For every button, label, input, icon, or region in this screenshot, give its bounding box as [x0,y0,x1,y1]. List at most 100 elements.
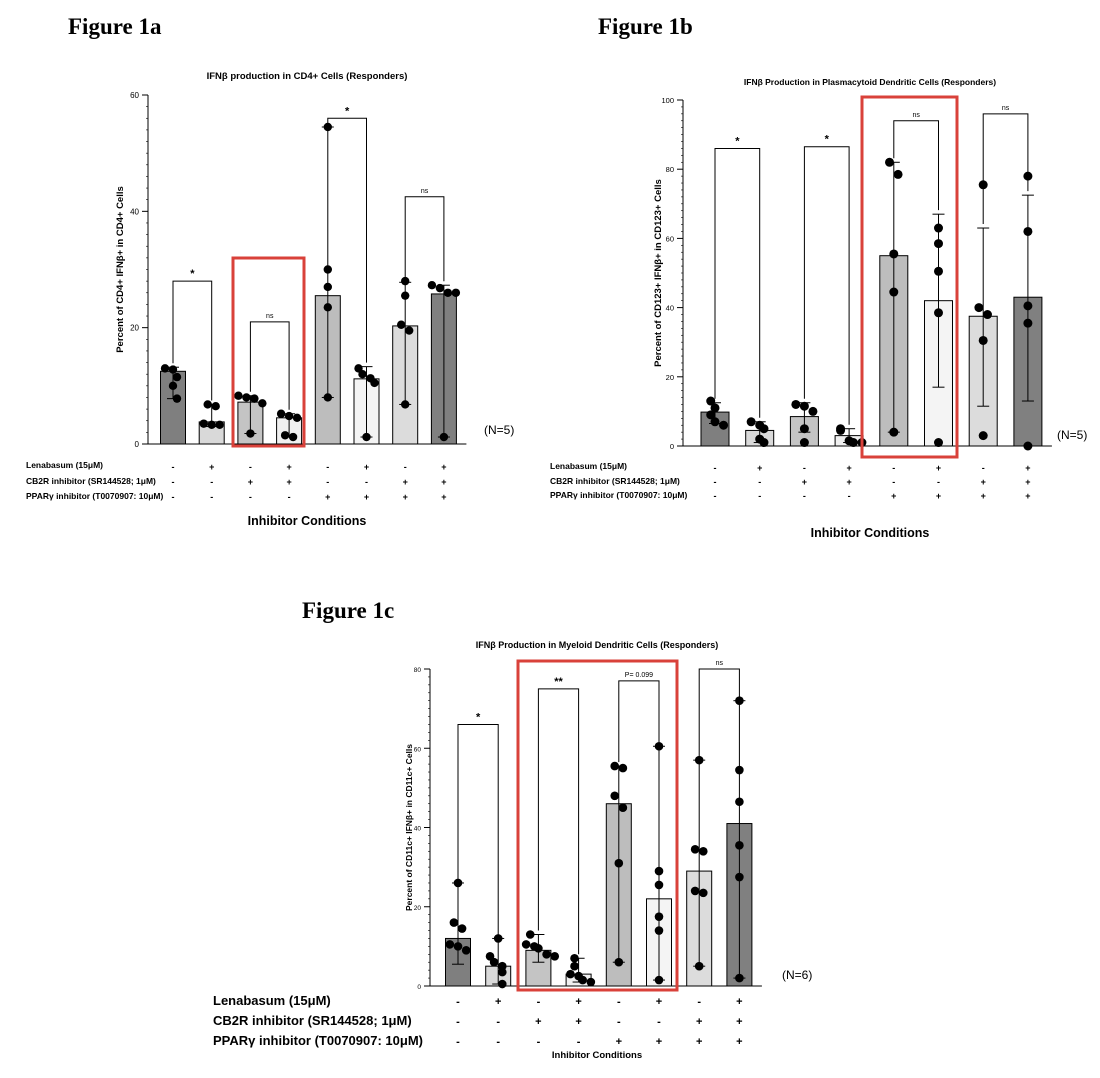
data-point [934,266,943,276]
data-point [654,926,664,935]
data-point [710,403,720,413]
highlight-box [516,659,679,992]
data-point [521,940,531,949]
condition-sign: - [982,463,985,473]
data-point [885,157,895,167]
data-point [654,880,664,890]
chart-title: IFNβ Production in Myeloid Dendritic Cel… [476,640,719,650]
data-point [759,424,769,434]
significance-label: * [345,105,350,117]
condition-sign: + [575,996,581,1008]
condition-row-label: CB2R inhibitor (SR144528; 1μM) [213,1013,412,1028]
significance-bracket [893,120,939,211]
data-point [401,291,410,300]
data-point [435,283,445,293]
data-point [799,401,809,411]
condition-sign: + [936,463,941,473]
significance-label: * [735,135,740,147]
data-point [172,372,182,382]
data-point [578,975,587,985]
condition-sign: - [892,463,895,473]
condition-sign: + [535,1016,541,1028]
y-tick-label: 60 [414,746,422,753]
data-point [451,288,461,297]
data-point [974,303,984,313]
significance-bracket [537,688,580,955]
figure-1c-title: Figure 1c [302,598,395,623]
data-point [449,918,459,927]
condition-sign: - [496,1036,500,1048]
data-point [323,282,332,292]
data-point [453,878,463,888]
y-tick-label: 60 [130,91,139,100]
data-point [799,438,809,448]
condition-sign: - [714,463,717,473]
condition-sign: + [757,463,762,473]
condition-sign: + [364,492,369,502]
y-tick-label: 20 [666,373,674,382]
data-point [497,967,507,977]
condition-sign: - [892,477,895,487]
data-point [694,755,704,765]
condition-sign: + [441,492,446,502]
condition-sign: - [617,1016,621,1028]
data-point [1023,226,1033,236]
condition-sign: + [441,462,446,472]
data-point [168,365,178,374]
data-point [280,431,290,440]
condition-sign: + [1025,491,1030,501]
data-point [203,400,212,409]
data-point [570,953,579,963]
data-point [362,432,371,442]
condition-row-label: CB2R inhibitor (SR144528; 1μM) [550,476,680,486]
condition-sign: - [937,477,940,487]
data-point [397,320,406,329]
condition-sign: + [286,477,291,487]
significance-bracket [698,668,740,757]
data-point [168,381,178,391]
condition-sign: - [577,1036,581,1048]
data-point [401,400,410,409]
y-tick-label: 20 [130,324,139,333]
data-point [735,841,744,850]
significance-label: ns [421,188,429,195]
condition-sign: - [803,463,806,473]
data-point [614,858,624,868]
data-point [288,432,298,442]
data-point [618,763,628,773]
y-axis-label: Percent of CD11c+ IFNβ+ in CD11c+ Cells [404,744,414,911]
data-point [791,399,801,409]
significance-bracket [404,196,445,282]
significance-bracket [327,117,367,363]
data-point [404,326,414,335]
data-point [276,409,286,418]
data-point [292,413,302,423]
data-point [654,741,664,751]
significance-label: * [476,711,481,723]
data-point [1023,441,1033,451]
data-point [934,239,943,249]
data-point [453,942,463,951]
condition-row-label: Lenabasum (15μM) [550,461,627,471]
condition-sign: + [696,1016,702,1028]
condition-sign: - [803,491,806,501]
data-point [610,791,620,801]
condition-sign: + [846,463,851,473]
significance-bracket [803,146,850,425]
significance-label: ns [912,112,920,119]
condition-sign: - [456,1016,460,1028]
y-axis-label: Percent of CD4+ IFNβ+ in CD4+ Cells [115,186,126,353]
data-point [323,393,332,402]
data-point [443,288,453,297]
condition-sign: + [248,477,253,487]
condition-sign: + [1025,477,1030,487]
data-point [215,420,224,430]
condition-sign: - [714,477,717,487]
data-point [746,417,756,427]
data-point [694,961,704,971]
data-point [690,844,700,854]
data-point [836,425,846,435]
condition-sign: - [537,1036,541,1048]
significance-bracket [457,723,499,935]
y-tick-label: 100 [661,96,674,105]
